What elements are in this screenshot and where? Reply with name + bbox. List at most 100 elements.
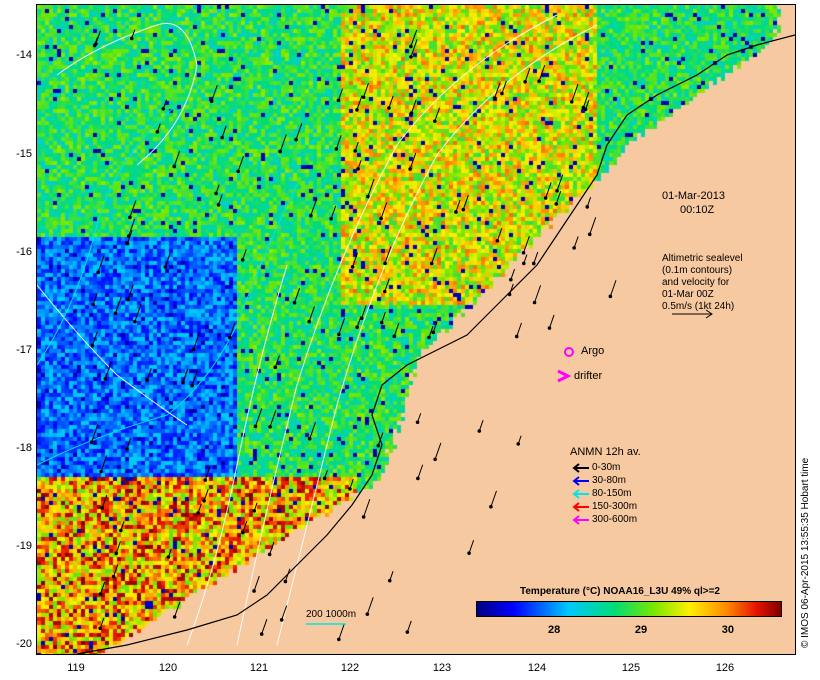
velocity-arrow-head (191, 347, 196, 352)
velocity-arrow-head (268, 424, 272, 429)
velocity-arrow (496, 227, 503, 241)
velocity-arrow-head (129, 36, 134, 41)
velocity-arrow (308, 306, 315, 322)
velocity-arrow-head (267, 552, 272, 557)
velocity-arrow (174, 601, 181, 618)
velocity-arrow (211, 85, 218, 102)
velocity-arrow-head (111, 574, 116, 579)
velocity-arrow (127, 229, 133, 244)
velocity-arrow (330, 205, 337, 219)
velocity-arrow (221, 125, 227, 138)
velocity-arrow (555, 191, 562, 205)
velocity-arrow-head (220, 135, 224, 140)
velocity-arrow (462, 195, 469, 210)
velocity-arrow (269, 410, 277, 427)
velocity-arrow (115, 541, 121, 554)
lat-tick: -17 (16, 344, 32, 356)
velocity-arrow-head (408, 167, 412, 171)
altimetry-line: Altimetric sealevel (662, 253, 743, 264)
velocity-arrow (338, 318, 346, 335)
velocity-arrow-head (365, 612, 370, 616)
velocity-arrow-head (554, 202, 559, 206)
lon-tick: 119 (67, 662, 85, 674)
velocity-arrow-head (161, 106, 166, 111)
velocity-arrow (101, 495, 108, 509)
velocity-arrow-head (278, 149, 283, 154)
velocity-arrow-head (361, 95, 366, 100)
velocity-arrow (582, 91, 590, 108)
velocity-arrow (274, 355, 280, 368)
velocity-arrow-head (214, 191, 218, 196)
velocity-arrow-head (355, 108, 359, 112)
velocity-arrow (310, 197, 318, 216)
colorbar-title: Temperature (°C) NOAA16_L3U 49% ql>=2 (520, 586, 720, 597)
velocity-arrow (146, 368, 152, 381)
velocity-arrow-head (125, 447, 129, 451)
velocity-arrow-head (216, 203, 221, 207)
depth-label: 80-150m (592, 488, 632, 499)
velocity-arrow (279, 134, 287, 152)
lat-tick: -20 (16, 638, 32, 650)
velocity-arrow (99, 581, 106, 595)
velocity-arrow-head (273, 365, 278, 370)
velocity-arrow-head (387, 578, 392, 583)
velocity-arrow-head (125, 241, 130, 246)
velocity-arrow-head (253, 424, 258, 429)
velocity-arrow (431, 247, 438, 264)
velocity-arrow-head (379, 320, 384, 325)
altimetry-line: (0.1m contours) (662, 265, 733, 276)
velocity-arrow-head (236, 169, 240, 174)
velocity-arrow-head (537, 79, 541, 84)
velocity-arrow (134, 303, 142, 322)
velocity-arrow-head (203, 478, 208, 482)
velocity-arrow (127, 284, 134, 300)
velocity-arrow-head (113, 311, 118, 316)
velocity-arrow (182, 368, 189, 383)
scale-arrow-icon (672, 309, 713, 319)
velocity-arrow-head (355, 325, 359, 330)
velocity-arrow (129, 200, 137, 218)
lon-tick: 125 (621, 662, 641, 674)
velocity-arrow (100, 455, 108, 472)
lat-tick: -14 (16, 49, 32, 61)
velocity-arrow (126, 437, 132, 450)
velocity-arrow (309, 422, 316, 439)
velocity-arrow (204, 465, 211, 481)
velocity-arrow-head (89, 440, 94, 445)
velocity-arrow (428, 326, 434, 338)
colorbar-tick-label: 30 (721, 624, 734, 636)
lon-tick: 126 (715, 662, 735, 674)
velocity-arrow-head (126, 297, 130, 302)
lon-tick: 121 (249, 662, 269, 674)
velocity-arrow (128, 218, 136, 237)
credit-text: © IMOS 06-Apr-2015 13:55:35 Hobart time (800, 457, 811, 648)
velocity-arrow-head (376, 443, 381, 448)
velocity-arrow-head (279, 618, 284, 622)
velocity-arrow (92, 292, 98, 305)
isobaths (37, 104, 298, 466)
velocity-arrow-head (383, 261, 387, 266)
velocity-arrow-head (555, 188, 559, 193)
velocity-arrow (237, 155, 244, 172)
velocity-arrow-head (532, 300, 537, 305)
lon-tick: 124 (527, 662, 547, 674)
velocity-arrow-head (585, 205, 590, 209)
velocity-arrow-head (133, 319, 137, 324)
velocity-arrow-head (334, 147, 339, 151)
velocity-arrow-head (190, 383, 194, 388)
velocity-arrow-head (348, 487, 352, 491)
colorbar-tick-label: 28 (548, 624, 561, 636)
velocity-arrow (571, 83, 579, 103)
map-frame (36, 4, 796, 655)
velocity-arrow-head (405, 630, 410, 634)
colorbar (476, 601, 782, 617)
velocity-arrow (242, 520, 248, 533)
velocity-arrow (468, 539, 475, 554)
velocity-arrow-head (429, 261, 434, 266)
velocity-arrow (253, 575, 260, 592)
altimetry-line: and velocity for (662, 277, 730, 288)
velocity-arrow (609, 280, 617, 297)
velocity-arrow (193, 331, 201, 350)
isobath-label: 200 1000m (306, 609, 357, 620)
velocity-arrow-head (392, 334, 397, 339)
